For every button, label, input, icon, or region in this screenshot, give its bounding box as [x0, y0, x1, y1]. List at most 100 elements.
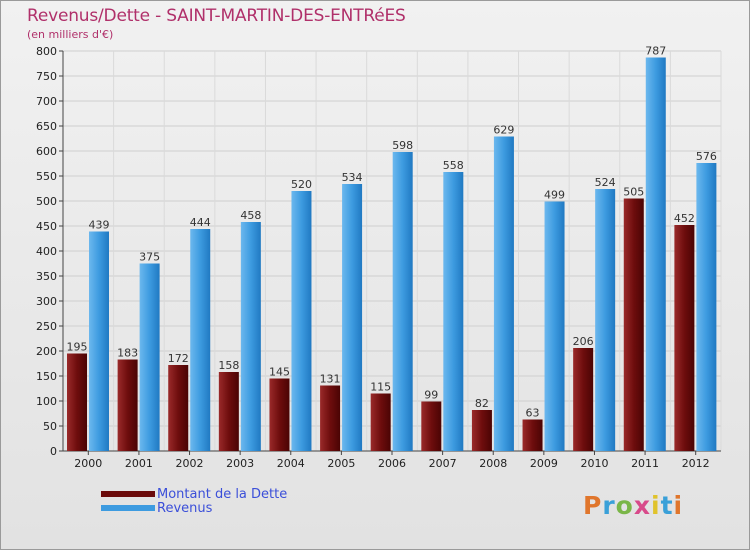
bar-dette — [67, 353, 87, 451]
data-label-revenus: 576 — [696, 150, 717, 163]
data-label-dette: 145 — [269, 366, 290, 379]
x-tick-label: 2000 — [74, 457, 102, 470]
x-tick-label: 2003 — [226, 457, 254, 470]
y-tick-label: 650 — [36, 120, 57, 133]
data-label-revenus: 787 — [645, 45, 666, 58]
bar-revenus — [190, 229, 211, 451]
data-labels: 195 439 183 375 172 444 158 458 145 520 131 534 115 5… — [67, 45, 717, 420]
y-tick-label: 550 — [36, 170, 57, 183]
x-tick-label: 2004 — [277, 457, 305, 470]
logo-letter: x — [633, 491, 651, 520]
bars — [67, 57, 717, 451]
legend-swatch-revenus — [101, 505, 155, 511]
bar-revenus — [139, 263, 160, 451]
y-tick-label: 450 — [36, 220, 57, 233]
bar-revenus — [544, 201, 565, 451]
y-tick-label: 500 — [36, 195, 57, 208]
legend-swatch-debt — [101, 491, 155, 497]
data-label-revenus: 520 — [291, 178, 312, 191]
bar-dette — [370, 393, 391, 451]
bar-revenus — [392, 152, 413, 451]
bar-revenus — [595, 189, 616, 451]
bar-dette — [471, 410, 492, 451]
y-tick-label: 250 — [36, 320, 57, 333]
data-label-revenus: 499 — [544, 189, 565, 202]
logo-letter: i — [651, 491, 661, 520]
bar-revenus — [89, 231, 109, 451]
bar-dette — [168, 365, 189, 451]
data-label-dette: 505 — [623, 186, 644, 199]
chart-title: Revenus/Dette - SAINT-MARTIN-DES-ENTRéES — [27, 6, 406, 26]
bar-revenus — [240, 222, 261, 451]
grid-lines — [62, 50, 722, 452]
x-tick-label: 2005 — [327, 457, 355, 470]
legend-label-revenus: Revenus — [157, 501, 213, 516]
data-label-revenus: 629 — [493, 124, 514, 137]
logo-letter: r — [602, 491, 616, 520]
y-tick-label: 100 — [36, 395, 57, 408]
proxiti-logo: Proxiti — [583, 491, 683, 520]
y-tick-label: 150 — [36, 370, 57, 383]
data-label-dette: 82 — [475, 397, 489, 410]
chart-subtitle: (en milliers d'€) — [27, 28, 114, 41]
data-label-dette: 195 — [67, 341, 88, 354]
legend-label-debt: Montant de la Dette — [157, 487, 288, 502]
data-label-revenus: 598 — [392, 139, 413, 152]
bar-dette — [117, 359, 138, 451]
x-tick-label: 2010 — [580, 457, 608, 470]
bar-dette — [522, 419, 543, 451]
axes: 0 50 100 150 200 250 300 350 400 450 500 550 600 650 7… — [36, 45, 721, 470]
logo-letter: i — [673, 491, 684, 520]
data-label-dette: 206 — [573, 335, 594, 348]
data-label-dette: 158 — [218, 359, 239, 372]
x-tick-label: 2006 — [378, 457, 406, 470]
data-label-dette: 183 — [117, 347, 138, 360]
x-tick-label: 2007 — [429, 457, 457, 470]
data-label-revenus: 439 — [89, 219, 110, 232]
bar-revenus — [696, 163, 717, 451]
bar-revenus — [493, 136, 514, 451]
data-label-dette: 115 — [370, 381, 391, 394]
data-label-dette: 63 — [526, 407, 540, 420]
bar-dette — [218, 372, 239, 451]
x-tick-label: 2008 — [479, 457, 507, 470]
y-tick-label: 0 — [50, 445, 57, 458]
data-label-dette: 452 — [674, 212, 695, 225]
x-tick-label: 2009 — [530, 457, 558, 470]
y-tick-label: 750 — [36, 70, 57, 83]
data-label-revenus: 458 — [240, 209, 261, 222]
bar-dette — [421, 401, 442, 451]
x-tick-label: 2011 — [631, 457, 659, 470]
bar-dette — [573, 348, 594, 451]
data-label-revenus: 444 — [190, 216, 211, 229]
x-tick-label: 2012 — [682, 457, 710, 470]
y-tick-label: 800 — [36, 45, 57, 58]
bar-revenus — [443, 172, 464, 451]
logo-letter: P — [583, 491, 603, 520]
bar-dette — [623, 198, 644, 451]
data-label-dette: 172 — [168, 352, 189, 365]
y-tick-label: 350 — [36, 270, 57, 283]
data-label-dette: 131 — [320, 373, 341, 386]
bar-dette — [320, 385, 341, 451]
x-tick-label: 2002 — [176, 457, 204, 470]
y-tick-label: 50 — [43, 420, 57, 433]
bar-revenus — [342, 184, 363, 451]
data-label-revenus: 558 — [443, 159, 464, 172]
data-label-revenus: 375 — [139, 251, 160, 264]
bar-dette — [269, 378, 290, 451]
y-tick-label: 200 — [36, 345, 57, 358]
y-tick-label: 300 — [36, 295, 57, 308]
logo-letter: o — [615, 491, 634, 520]
data-label-revenus: 534 — [342, 171, 363, 184]
y-tick-label: 700 — [36, 95, 57, 108]
bar-revenus — [645, 57, 666, 451]
y-tick-label: 600 — [36, 145, 57, 158]
x-tick-label: 2001 — [125, 457, 153, 470]
bar-dette — [674, 225, 695, 451]
bar-revenus — [291, 191, 312, 451]
logo-letter: t — [660, 491, 674, 520]
y-tick-label: 400 — [36, 245, 57, 258]
